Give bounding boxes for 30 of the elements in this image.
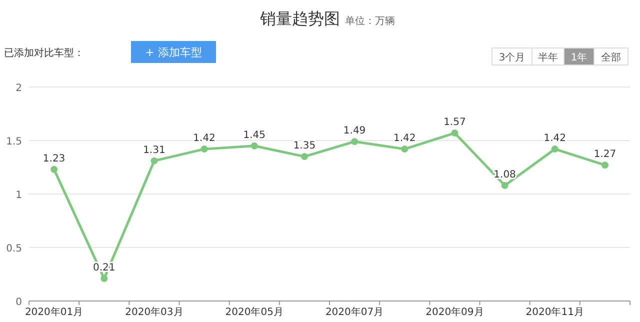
- x-tick-label: 2020年05月: [225, 306, 284, 318]
- x-tick-label: 2020年11月: [526, 306, 584, 318]
- text: 3个月: [498, 52, 526, 64]
- x-tick-label: 2020年03月: [125, 306, 184, 318]
- x-tick-label: 2020年09月: [426, 306, 484, 318]
- add-button: + 添加车型: [131, 41, 216, 63]
- data-label: 1.31: [143, 144, 166, 156]
- data-label: 1.42: [544, 133, 566, 144]
- data-label: 1.42: [193, 133, 216, 144]
- y-tick-label: 2: [16, 83, 22, 94]
- x-tick-label: 2020年07月: [325, 306, 384, 318]
- title: 销量趋势图: [260, 9, 340, 28]
- data-label: 1.08: [494, 169, 516, 180]
- y-tick-label: 0: [16, 297, 22, 308]
- y-tick-label: 0.5: [6, 244, 22, 254]
- text: 半年: [538, 52, 558, 64]
- data-label: 1.35: [293, 140, 316, 152]
- text: 已添加对比车型：: [4, 47, 84, 59]
- y-tick-label: 1: [16, 190, 22, 201]
- data-label: 1.45: [243, 130, 266, 141]
- data-label: 1.27: [594, 149, 616, 160]
- text: 1年: [570, 52, 588, 64]
- subtitle: 单位：万辆: [345, 16, 395, 27]
- data-label: 1.57: [444, 117, 466, 128]
- x-tick-label: 2020年01月: [24, 306, 84, 318]
- y-tick-label: 1.5: [6, 136, 22, 148]
- data-label: 1.42: [393, 133, 416, 144]
- data-label: 1.23: [42, 153, 66, 164]
- text: 全部: [601, 52, 621, 64]
- data-label: 1.49: [343, 126, 366, 137]
